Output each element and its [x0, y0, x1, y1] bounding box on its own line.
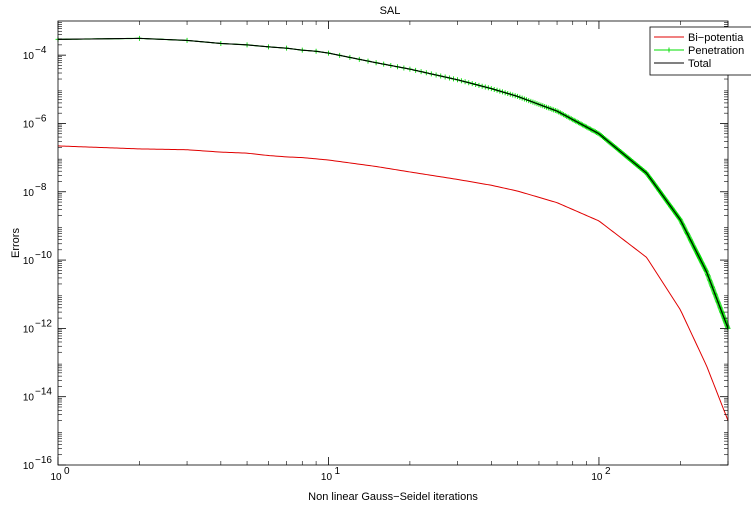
y-tick-label: 10 — [23, 51, 35, 62]
y-tick-label: 10 — [23, 324, 35, 335]
y-axis-label: Errors — [10, 228, 22, 258]
legend-label-2: Penetration — [688, 45, 744, 57]
legend-marker — [666, 47, 672, 53]
y-tick-exponent: −14 — [35, 387, 52, 398]
y-tick-label: 10 — [23, 393, 35, 404]
x-tick-exponent: 2 — [605, 466, 611, 477]
legend-box — [649, 26, 751, 76]
y-tick-label: 10 — [23, 256, 35, 267]
x-tick-label: 10 — [50, 472, 62, 483]
x-tick-exponent: 0 — [64, 466, 70, 477]
x-tick-label: 10 — [591, 472, 603, 483]
x-tick-label: 10 — [321, 472, 333, 483]
y-tick-exponent: −4 — [35, 45, 47, 56]
series-layer — [55, 35, 731, 421]
chart-title: SAL — [380, 5, 401, 17]
y-tick-label: 10 — [23, 461, 35, 472]
y-tick-exponent: −10 — [35, 250, 52, 261]
y-tick-exponent: −12 — [35, 318, 52, 329]
y-tick-exponent: −16 — [35, 455, 52, 466]
legend-label-1: Bi−potentia — [688, 32, 744, 44]
series-line-total-overlay — [57, 37, 729, 329]
y-tick-exponent: −8 — [35, 182, 47, 193]
x-tick-exponent: 1 — [334, 466, 340, 477]
plot-frame — [57, 20, 729, 466]
y-tick-exponent: −6 — [35, 113, 47, 124]
legend-label-3: Total — [688, 58, 711, 70]
series-line-1 — [57, 145, 729, 421]
y-tick-label: 10 — [23, 119, 35, 130]
y-tick-label: 10 — [23, 188, 35, 199]
x-axis-label: Non linear Gauss−Seidel iterations — [308, 491, 478, 503]
